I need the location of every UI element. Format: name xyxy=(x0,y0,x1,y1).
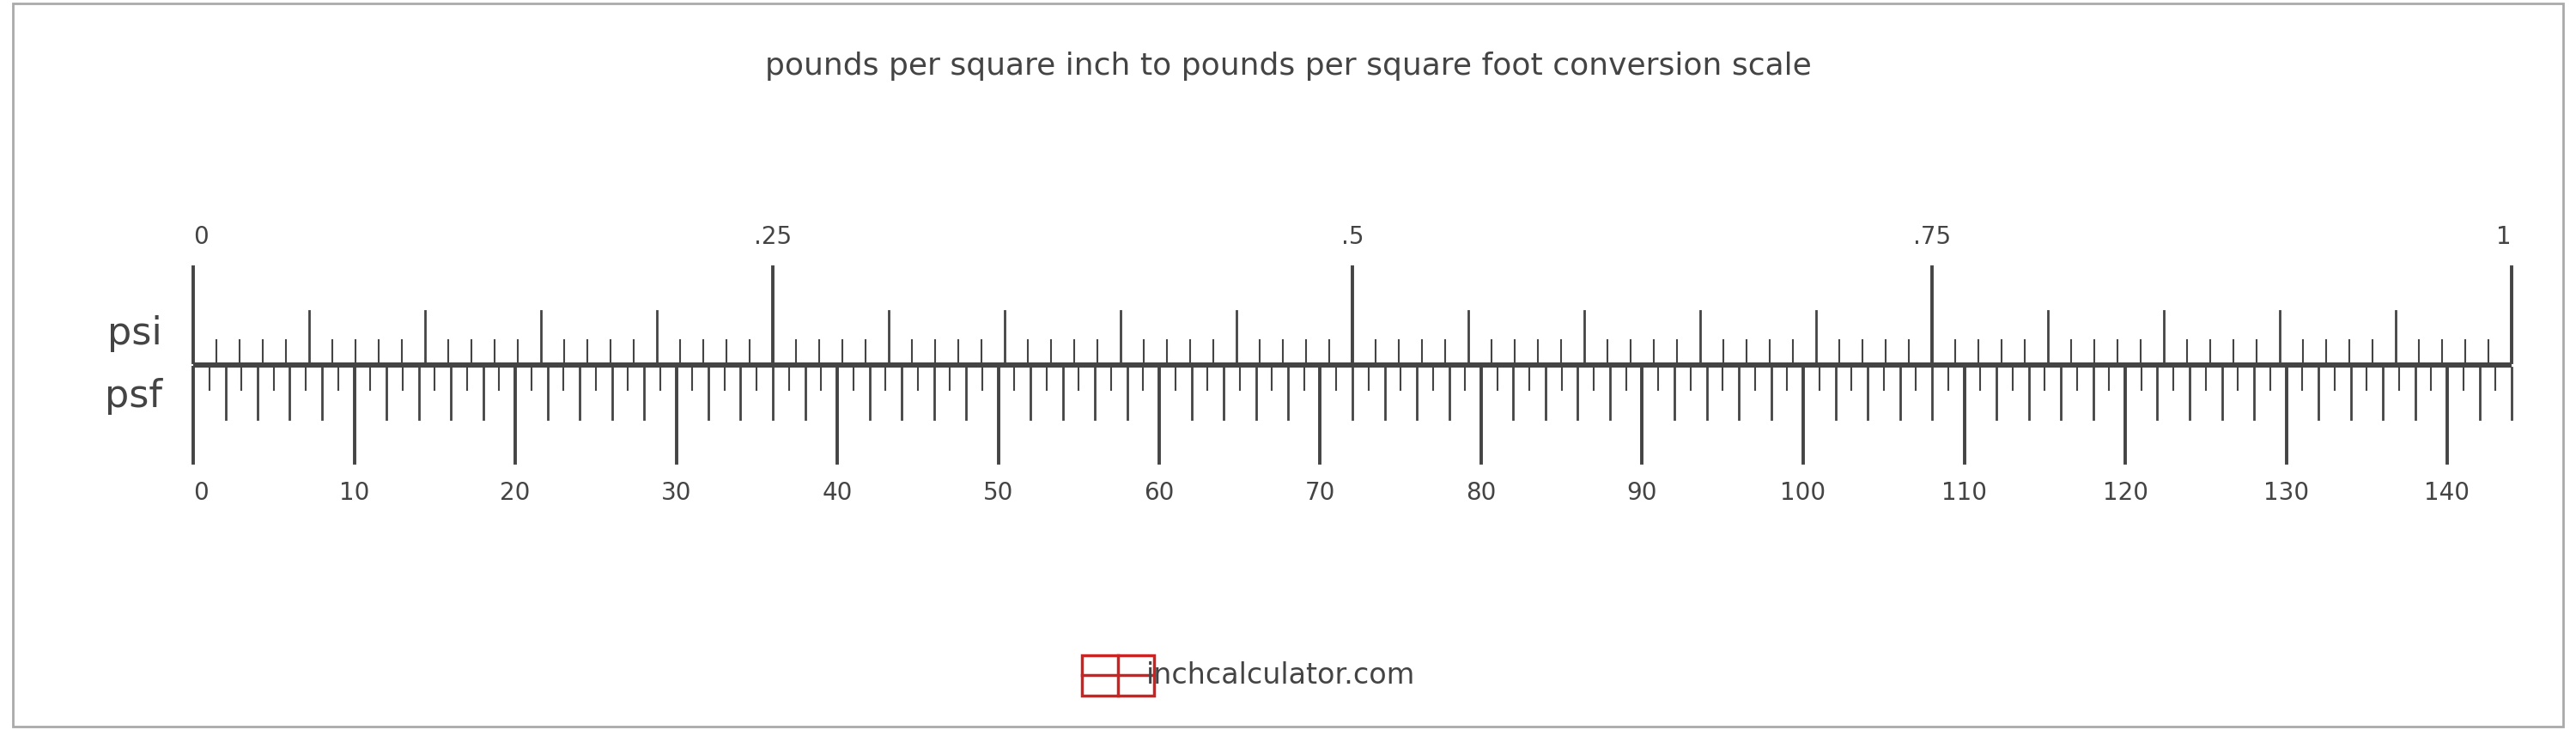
Text: psi: psi xyxy=(108,315,162,352)
Text: 80: 80 xyxy=(1466,481,1497,505)
Text: .75: .75 xyxy=(1914,225,1950,249)
Text: 90: 90 xyxy=(1628,481,1656,505)
Text: 100: 100 xyxy=(1780,481,1826,505)
Text: 0: 0 xyxy=(193,225,209,249)
Text: pounds per square inch to pounds per square foot conversion scale: pounds per square inch to pounds per squ… xyxy=(765,51,1811,80)
Text: 130: 130 xyxy=(2264,481,2308,505)
Text: 40: 40 xyxy=(822,481,853,505)
Text: 10: 10 xyxy=(340,481,368,505)
Text: 20: 20 xyxy=(500,481,531,505)
Text: 70: 70 xyxy=(1306,481,1334,505)
Text: 30: 30 xyxy=(662,481,690,505)
Text: 60: 60 xyxy=(1144,481,1175,505)
Text: .5: .5 xyxy=(1342,225,1363,249)
Text: 50: 50 xyxy=(984,481,1012,505)
Text: .25: .25 xyxy=(755,225,791,249)
Text: psf: psf xyxy=(106,378,162,415)
Text: inchcalculator.com: inchcalculator.com xyxy=(1146,661,1414,689)
Text: 1: 1 xyxy=(2496,225,2512,249)
Text: 110: 110 xyxy=(1942,481,1986,505)
Text: 0: 0 xyxy=(193,481,209,505)
Text: 140: 140 xyxy=(2424,481,2470,505)
Text: 120: 120 xyxy=(2102,481,2148,505)
